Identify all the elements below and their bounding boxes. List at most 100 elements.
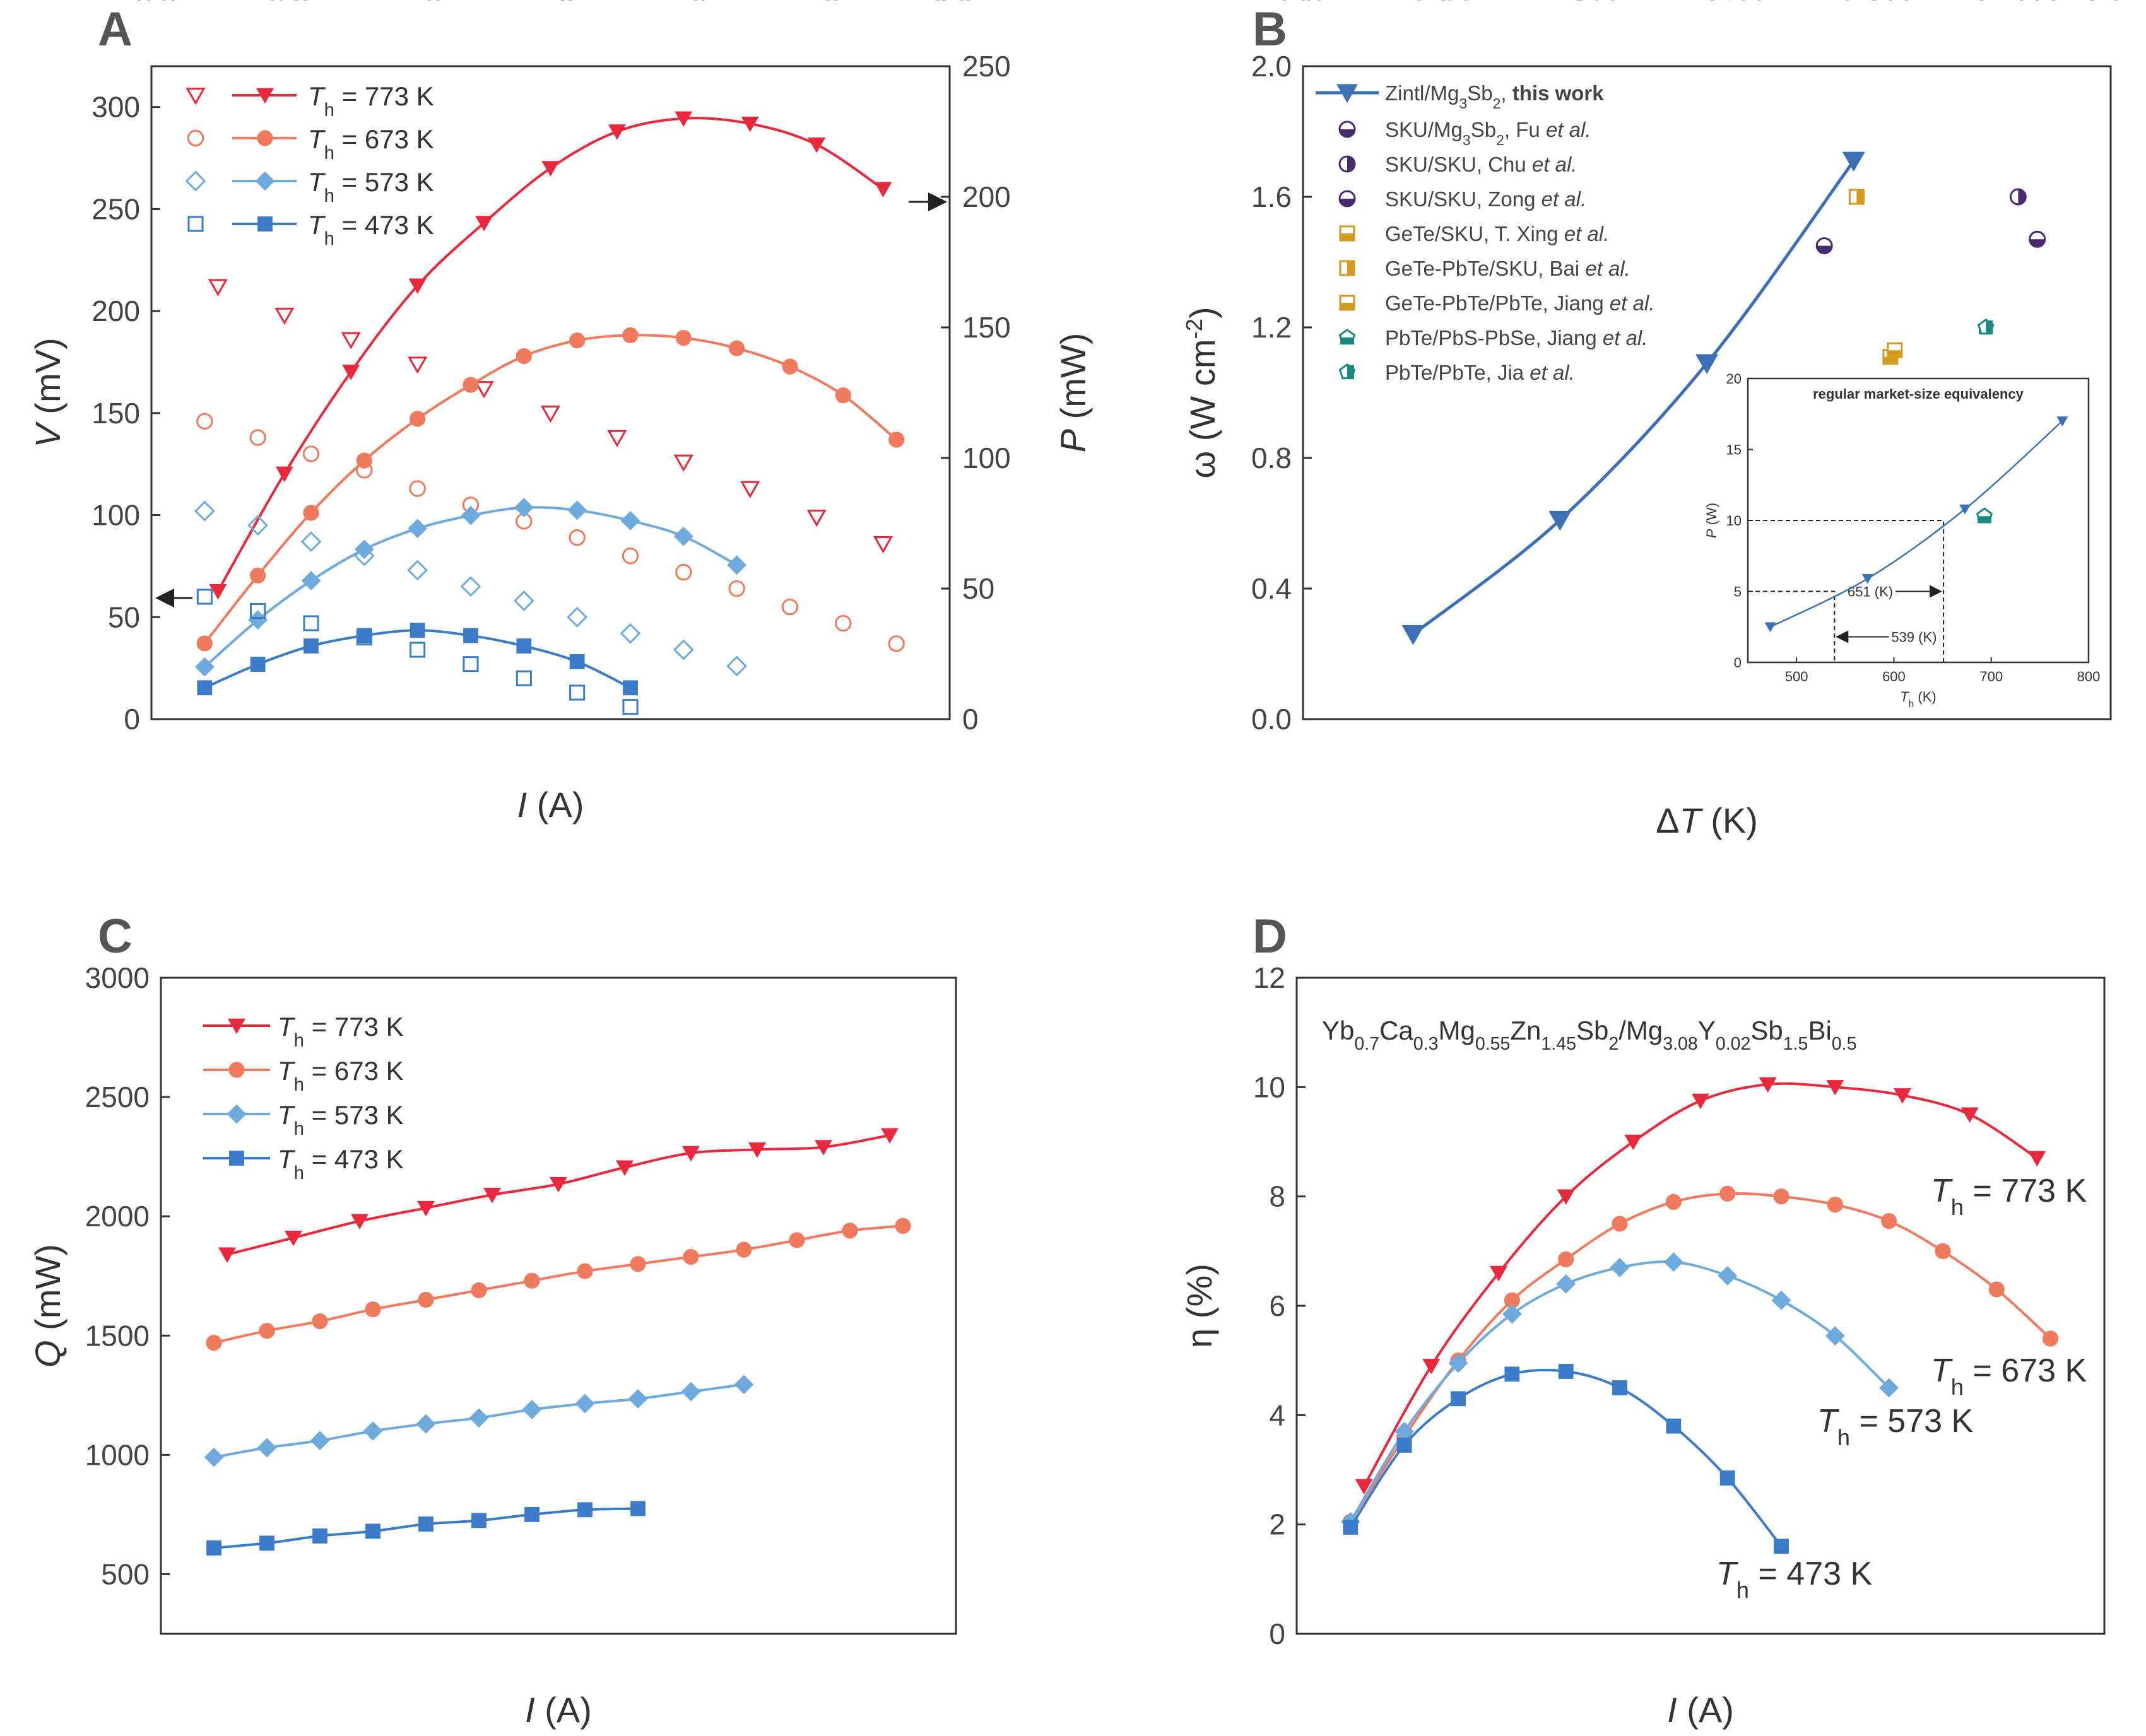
ref-marker-fill xyxy=(2018,189,2026,204)
voltage-point xyxy=(622,548,639,565)
power-point xyxy=(675,329,692,346)
this-work-point xyxy=(1842,151,1865,172)
power-point xyxy=(357,628,372,643)
power-point xyxy=(209,584,227,600)
voltage-point xyxy=(675,563,692,581)
voltage-point xyxy=(806,509,827,527)
inset-guide-10w xyxy=(1748,520,1945,662)
y-tick-label: 100 xyxy=(91,499,140,532)
y-tick-label: 300 xyxy=(91,91,140,124)
y-axis-label: V (mV) xyxy=(28,337,68,447)
legend-label: GeTe/SKU, T. Xing et al. xyxy=(1385,222,1609,245)
heat-point xyxy=(365,1301,381,1318)
legend-marker xyxy=(1339,225,1355,242)
voltage-point xyxy=(302,445,320,462)
panel-label: D xyxy=(1253,910,1287,963)
voltage-point xyxy=(274,307,295,325)
efficiency-point xyxy=(1894,1088,1911,1104)
x-tick-label: 0.5 xyxy=(1411,0,1451,6)
power-point xyxy=(569,332,586,349)
y-tick-label: 0 xyxy=(1269,1617,1285,1650)
power-point xyxy=(835,387,851,404)
heat-point xyxy=(416,1414,436,1434)
curve-label: Th = 673 K xyxy=(1931,1352,2087,1400)
power-point xyxy=(354,539,374,560)
heat-point xyxy=(257,1438,277,1458)
inset-curve xyxy=(1769,420,2063,628)
x-tick-label: 200 xyxy=(1425,0,1474,6)
voltage-point xyxy=(303,615,319,631)
efficiency-point xyxy=(1558,1251,1574,1267)
legend-label: PbTe/PbTe, Jia et al. xyxy=(1385,361,1575,384)
panel-label: B xyxy=(1253,3,1287,56)
legend-label: Th = 473 K xyxy=(308,210,434,249)
y-axis-label: η (%) xyxy=(1179,1264,1219,1348)
this-work-point xyxy=(1401,625,1425,645)
power-point xyxy=(808,138,826,153)
legend-label: Th = 573 K xyxy=(308,167,434,206)
x-tick-label: 500 xyxy=(1866,0,1915,6)
y-tick-label: 6 xyxy=(1269,1289,1285,1322)
heat-point xyxy=(417,1200,435,1217)
heat-point xyxy=(895,1217,911,1234)
efficiency-point xyxy=(1935,1243,1951,1259)
legend-marker xyxy=(1338,363,1356,380)
heat-point xyxy=(285,1231,302,1246)
heat-point xyxy=(842,1223,858,1239)
ref-marker-fill xyxy=(1887,350,1902,358)
power-point xyxy=(623,680,638,696)
inset-y-tick-label: 5 xyxy=(1734,584,1742,600)
voltage-point xyxy=(196,413,213,430)
legend-label: SKU/SKU, Zong et al. xyxy=(1385,187,1586,211)
legend-marker xyxy=(1338,190,1356,208)
efficiency-point xyxy=(1556,1274,1576,1294)
efficiency-point xyxy=(2043,1330,2059,1347)
power-point xyxy=(250,657,266,672)
x-tick-label: 1.5 xyxy=(538,0,579,6)
legend-marker xyxy=(228,1062,245,1078)
voltage-point xyxy=(673,454,693,472)
ref-marker-fill xyxy=(1883,356,1897,364)
y-tick-label: 50 xyxy=(108,601,140,633)
efficiency-point xyxy=(1879,1378,1899,1398)
legend-label: GeTe-PbTe/PbTe, Jiang et al. xyxy=(1385,291,1654,315)
heat-point xyxy=(365,1523,380,1539)
efficiency-point xyxy=(1502,1304,1522,1324)
efficiency-point xyxy=(1557,1189,1575,1205)
y-axis-label: ω (W cm-2) xyxy=(1181,307,1223,478)
panel-c: C0.00.51.01.52.02.53.0500100015002000250… xyxy=(28,0,976,1730)
y-tick-label: 2000 xyxy=(85,1200,150,1233)
panel-label: C xyxy=(98,910,133,963)
y2-tick-label: 250 xyxy=(962,50,1011,83)
legend-label: Th = 673 K xyxy=(308,124,434,163)
y-axis-label: Q (mW) xyxy=(28,1244,68,1368)
heat-point xyxy=(471,1513,486,1528)
power-point xyxy=(782,358,798,375)
legend-label: Zintl/Mg3Sb2, this work xyxy=(1385,81,1604,112)
inset: regular market-size equivalency 500 600 700… xyxy=(1704,371,2100,710)
voltage-point xyxy=(474,381,494,399)
efficiency-point xyxy=(1612,1216,1628,1232)
voltage-point xyxy=(463,656,479,672)
voltage-point xyxy=(460,576,481,597)
efficiency-point xyxy=(1827,1197,1843,1213)
legend-label: Th = 773 K xyxy=(308,81,434,120)
efficiency-point xyxy=(1718,1265,1738,1286)
axes-frame xyxy=(160,976,957,1635)
heat-point xyxy=(881,1128,899,1144)
heat-point xyxy=(259,1535,274,1551)
power-point xyxy=(727,555,747,575)
heat-point xyxy=(206,1540,221,1556)
reference-point xyxy=(1848,189,1865,205)
power-point xyxy=(541,161,560,177)
efficiency-point xyxy=(1355,1479,1373,1495)
x-axis-label: I (A) xyxy=(525,1690,592,1730)
voltage-point xyxy=(300,531,322,553)
voltage-point xyxy=(341,332,361,349)
power-point xyxy=(729,340,745,356)
y-tick-label: 10 xyxy=(1253,1070,1285,1103)
power-point xyxy=(741,116,759,132)
x-tick-label: 2.0 xyxy=(1815,0,1855,6)
efficiency-point xyxy=(1558,1364,1574,1379)
x-tick-label: 0.0 xyxy=(131,0,172,6)
